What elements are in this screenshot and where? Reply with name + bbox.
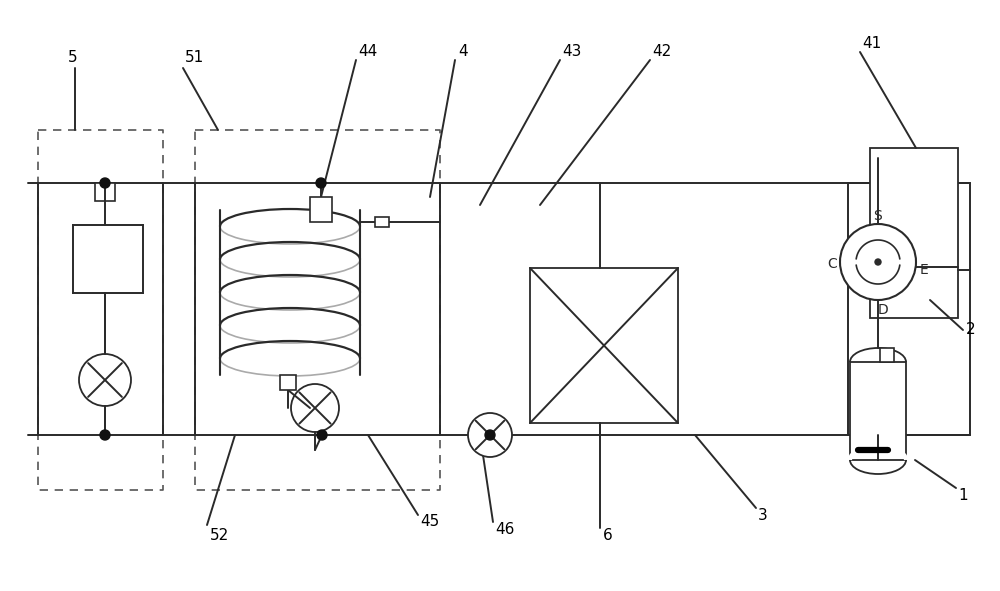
Circle shape xyxy=(468,413,512,457)
Text: 42: 42 xyxy=(652,44,671,60)
Bar xyxy=(375,217,389,227)
Text: 3: 3 xyxy=(758,508,768,522)
Text: C: C xyxy=(827,257,837,271)
Text: 45: 45 xyxy=(420,515,439,530)
Circle shape xyxy=(100,178,110,188)
Text: 41: 41 xyxy=(862,37,881,51)
Bar xyxy=(880,348,894,362)
Text: 52: 52 xyxy=(210,528,229,543)
Text: 1: 1 xyxy=(958,489,968,504)
Circle shape xyxy=(79,354,131,406)
Bar xyxy=(280,375,296,390)
Text: E: E xyxy=(920,263,928,277)
Circle shape xyxy=(291,384,339,432)
Bar xyxy=(530,268,678,423)
Circle shape xyxy=(316,178,326,188)
Circle shape xyxy=(875,259,881,265)
Text: 44: 44 xyxy=(358,44,377,60)
Text: 43: 43 xyxy=(562,44,581,60)
Bar xyxy=(850,362,906,460)
Bar xyxy=(73,225,143,293)
Text: 4: 4 xyxy=(458,44,468,60)
Text: D: D xyxy=(878,303,888,317)
Text: 5: 5 xyxy=(68,50,78,66)
Bar xyxy=(95,183,115,201)
Text: 46: 46 xyxy=(495,522,514,537)
Text: 51: 51 xyxy=(185,50,204,66)
Text: 2: 2 xyxy=(966,323,976,337)
Text: S: S xyxy=(874,209,882,223)
Circle shape xyxy=(100,430,110,440)
Bar xyxy=(870,148,958,318)
Circle shape xyxy=(840,224,916,300)
Circle shape xyxy=(485,430,495,440)
Bar xyxy=(310,197,332,222)
Circle shape xyxy=(317,430,327,440)
Text: 6: 6 xyxy=(603,528,613,543)
